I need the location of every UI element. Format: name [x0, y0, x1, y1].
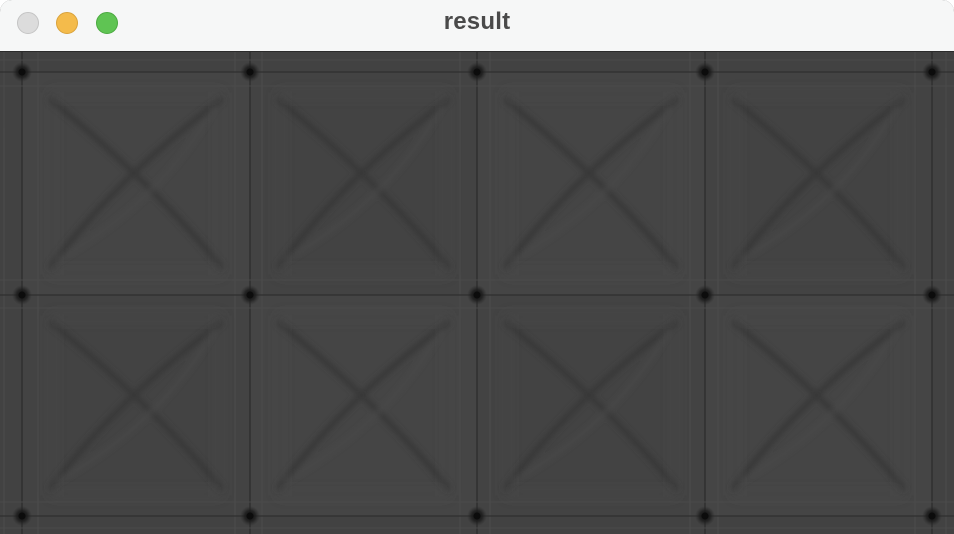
minimize-button[interactable]: [56, 12, 78, 34]
result-image: [0, 52, 954, 534]
tile-pattern: [22, 72, 932, 516]
close-button[interactable]: [17, 12, 39, 34]
window-title: result: [443, 8, 511, 35]
title-bar[interactable]: result: [0, 0, 954, 52]
image-canvas: [0, 52, 954, 534]
corner-dots: [12, 62, 942, 526]
zoom-button[interactable]: [96, 12, 118, 34]
